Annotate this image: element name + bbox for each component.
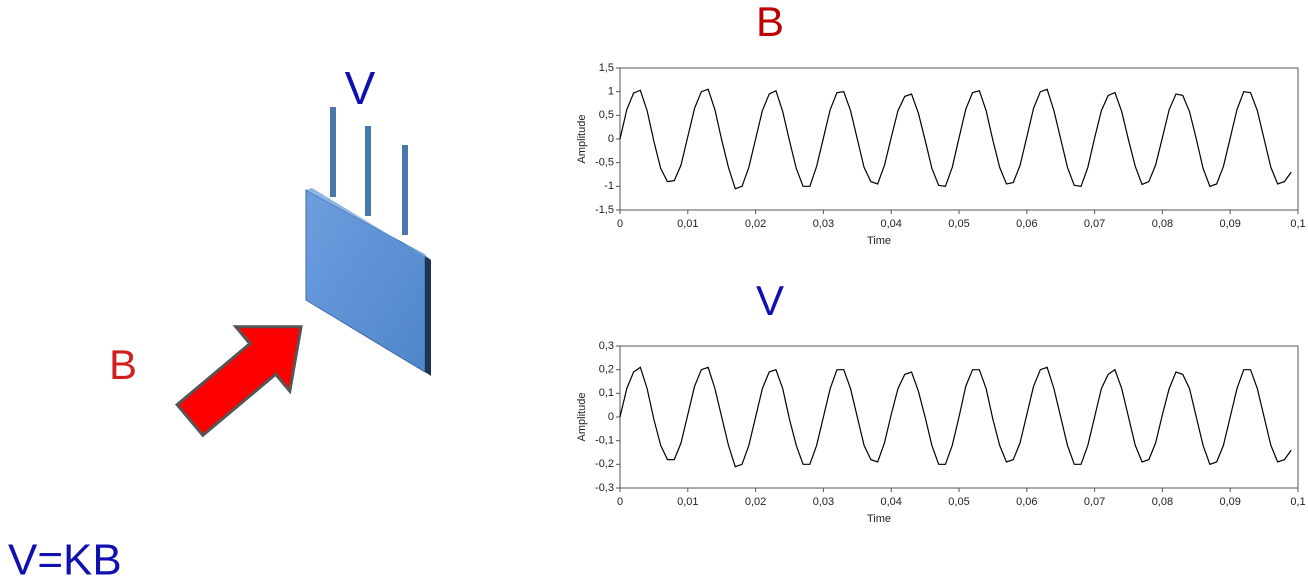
y-tick-label: -0,3 — [595, 482, 614, 494]
x-tick-label: 0,09 — [1219, 496, 1240, 508]
field-line — [330, 107, 336, 197]
voltage-label: V — [345, 62, 376, 114]
field-label: B — [109, 341, 137, 388]
chart-title: B — [756, 0, 784, 45]
x-tick-label: 0,08 — [1152, 496, 1173, 508]
field-line — [402, 145, 408, 235]
x-tick-label: 0,09 — [1219, 218, 1240, 230]
y-axis-label: Amplitude — [576, 393, 588, 442]
y-tick-label: -1 — [604, 180, 614, 192]
formula: V=KB — [8, 536, 122, 585]
y-tick-label: 0 — [608, 133, 614, 145]
x-axis-label: Time — [867, 513, 891, 525]
x-tick-label: 0,05 — [948, 218, 969, 230]
field-line — [365, 126, 371, 216]
x-tick-label: 0,04 — [880, 496, 901, 508]
x-tick-label: 0,08 — [1152, 218, 1173, 230]
y-tick-label: -0,5 — [595, 157, 614, 169]
y-tick-label: -0,2 — [595, 458, 614, 470]
y-tick-label: 0,5 — [599, 109, 614, 121]
x-tick-label: 0,05 — [948, 496, 969, 508]
plate-edge — [425, 255, 431, 376]
y-tick-label: 0 — [608, 411, 614, 423]
x-tick-label: 0,07 — [1084, 218, 1105, 230]
x-tick-label: 0,04 — [880, 218, 901, 230]
y-tick-label: 1,5 — [599, 62, 614, 74]
x-tick-label: 0 — [617, 218, 623, 230]
y-tick-label: 0,3 — [599, 340, 614, 352]
signal-line — [619, 366, 1292, 468]
x-tick-label: 0,03 — [813, 218, 834, 230]
x-tick-label: 0,03 — [813, 496, 834, 508]
x-tick-label: 0,06 — [1016, 218, 1037, 230]
plate-edge — [306, 188, 431, 260]
x-tick-label: 0,01 — [677, 496, 698, 508]
x-tick-label: 0,01 — [677, 218, 698, 230]
y-tick-label: -0,1 — [595, 435, 614, 447]
y-tick-label: -1,5 — [595, 204, 614, 216]
x-tick-label: 0,02 — [745, 218, 766, 230]
chart-title: V — [756, 277, 784, 324]
y-tick-label: 1 — [608, 86, 614, 98]
x-tick-label: 0,1 — [1290, 496, 1305, 508]
signal-line — [619, 88, 1292, 190]
field-arrow — [175, 325, 303, 438]
y-axis-label: Amplitude — [576, 115, 588, 164]
y-tick-label: 0,1 — [599, 387, 614, 399]
x-tick-label: 0,1 — [1290, 218, 1305, 230]
sensor-diagram: V B V=KB — [8, 62, 431, 585]
x-tick-label: 0,06 — [1016, 496, 1037, 508]
chart: V -0,3 -0,2 -0,1 0 0,1 0,2 0,3 0 0,01 0,02 0,03 0,04… — [576, 277, 1306, 525]
x-tick-label: 0,02 — [745, 496, 766, 508]
x-axis-label: Time — [867, 235, 891, 247]
x-tick-label: 0 — [617, 496, 623, 508]
x-tick-label: 0,07 — [1084, 496, 1105, 508]
y-tick-label: 0,2 — [599, 364, 614, 376]
chart: B -1,5 -1 -0,5 0 0,5 1 1,5 0 0,01 0,02 0,03 0,04 0,05… — [576, 0, 1306, 247]
